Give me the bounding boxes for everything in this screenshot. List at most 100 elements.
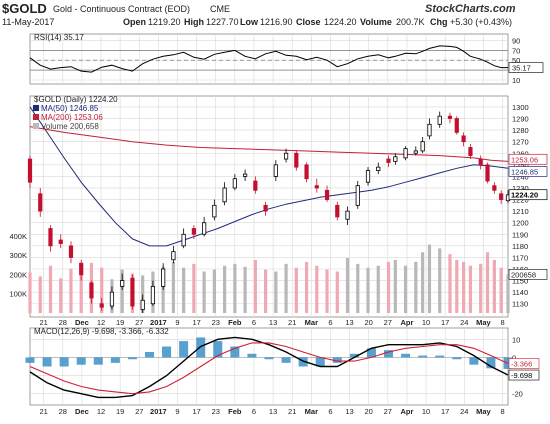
ma200-line — [29, 126, 509, 162]
price-x-tick-label: 19 — [116, 318, 124, 327]
candle-down — [304, 164, 309, 180]
macd-x-tick-label: 27 — [384, 407, 392, 416]
ma200-legend: MA(200) 1253.06 — [41, 113, 103, 122]
candle-up — [222, 187, 227, 203]
price-x-tick-label: 8 — [500, 318, 504, 327]
macd-legend: MACD(12,26,9) -9.698, -3.366, -6.332 — [34, 327, 169, 336]
macd-x-tick-label: 8 — [500, 407, 504, 416]
candle-up — [202, 222, 207, 235]
volume-bar — [414, 261, 418, 313]
volume-bar — [335, 271, 339, 313]
macd-x-tick-label: Feb — [228, 407, 242, 416]
candle-up — [413, 150, 418, 154]
volume-label: Volume — [360, 17, 392, 27]
ma200-legend-swatch — [33, 114, 39, 120]
candle-down — [294, 152, 299, 168]
macd-histogram-bar — [59, 357, 69, 367]
price-x-tick-label: 17 — [192, 318, 200, 327]
price-tick-label: 1210 — [512, 207, 529, 216]
price-x-tick-label: 6 — [252, 318, 256, 327]
candle-up — [181, 233, 186, 247]
macd-tick-label: 0 — [512, 353, 516, 362]
macd-x-tick-label: 6 — [328, 407, 332, 416]
macd-histogram-bar — [110, 357, 120, 363]
macd-x-tick-label: 27 — [135, 407, 143, 416]
candle-down — [38, 193, 43, 212]
candle-up — [273, 164, 278, 177]
close-label: Close — [296, 17, 321, 27]
price-x-tick-label: 20 — [365, 318, 373, 327]
candle-up — [420, 141, 425, 152]
price-tick-label: 1300 — [512, 103, 529, 112]
volume-bar — [345, 258, 350, 313]
candle-up — [345, 210, 350, 220]
candle-up — [437, 115, 442, 125]
price-x-tick-label: 24 — [460, 318, 468, 327]
macd-histogram-bar — [298, 357, 308, 367]
volume-bar — [325, 269, 329, 313]
macd-line — [29, 336, 509, 399]
volume-bar — [438, 248, 442, 313]
rsi-panel — [29, 33, 509, 85]
volume-bar — [462, 261, 466, 313]
macd-last-value-box — [508, 369, 540, 381]
volume-bar — [182, 267, 186, 313]
macd-histogram-bar — [264, 357, 274, 360]
volume-bar — [366, 267, 370, 313]
candle-up — [376, 166, 381, 172]
candle-up — [109, 291, 115, 307]
open-value: 1219.20 — [148, 17, 181, 27]
change-value: +5.30 (+0.43%) — [450, 17, 513, 27]
macd-histogram-bar — [162, 346, 172, 358]
open-label: Open — [123, 17, 147, 27]
price-x-tick-label: 27 — [384, 318, 392, 327]
ma50-line — [29, 106, 509, 247]
price-x-tick-label: Feb — [228, 318, 242, 327]
price-tick-label: 1190 — [512, 230, 528, 239]
volume-bar — [455, 259, 459, 313]
rsi-last-value-box — [508, 62, 544, 73]
macd-x-tick-label: 10 — [422, 407, 430, 416]
price-tick-label: 1220 — [512, 196, 529, 205]
volume-bar — [304, 261, 309, 313]
low-label: Low — [240, 17, 258, 27]
volume-bar — [448, 254, 452, 313]
candle-up — [161, 268, 166, 287]
price-last-value-box — [508, 153, 548, 165]
macd-x-tick-label: 21 — [288, 407, 296, 416]
macd-histogram-bar — [349, 353, 359, 358]
volume-legend: Volume 200,658 — [41, 122, 99, 131]
macd-histogram-bar — [315, 357, 325, 367]
volume-value: 200.7K — [396, 17, 425, 27]
candle-down — [314, 185, 319, 189]
volume-bar — [274, 271, 278, 313]
candle-up — [283, 152, 289, 160]
price-x-tick-label: Dec — [75, 318, 89, 327]
volume-bar — [212, 269, 216, 313]
price-tick-label: 1170 — [512, 253, 528, 262]
macd-x-tick-label: 9 — [175, 407, 179, 416]
macd-x-tick-label: 28 — [59, 407, 67, 416]
price-x-tick-label: 21 — [39, 318, 47, 327]
candle-down — [492, 185, 497, 191]
volume-bar — [506, 274, 510, 313]
macd-x-tick-label: 24 — [460, 407, 468, 416]
symbol-title: $GOLD — [2, 1, 47, 16]
description: Gold - Continuous Contract (EOD) — [53, 4, 191, 14]
volume-bar — [421, 252, 425, 313]
price-last-value-box — [508, 166, 548, 177]
macd-panel — [29, 327, 509, 406]
close-value: 1224.20 — [324, 17, 357, 27]
macd-histogram-bar — [452, 357, 462, 360]
volume-bar — [315, 265, 319, 313]
chart-header: $GOLD Gold - Continuous Contract (EOD) C… — [0, 0, 550, 30]
macd-x-tick-label: 23 — [212, 407, 220, 416]
macd-x-tick-label: Dec — [75, 407, 89, 416]
macd-histogram-bar — [196, 337, 206, 358]
volume-bar — [223, 265, 227, 313]
candle-down — [68, 245, 74, 258]
price-x-tick-label: 13 — [269, 318, 277, 327]
price-tick-label: 1180 — [512, 242, 528, 251]
volume-bar — [233, 263, 237, 313]
volume-bar — [202, 271, 206, 313]
